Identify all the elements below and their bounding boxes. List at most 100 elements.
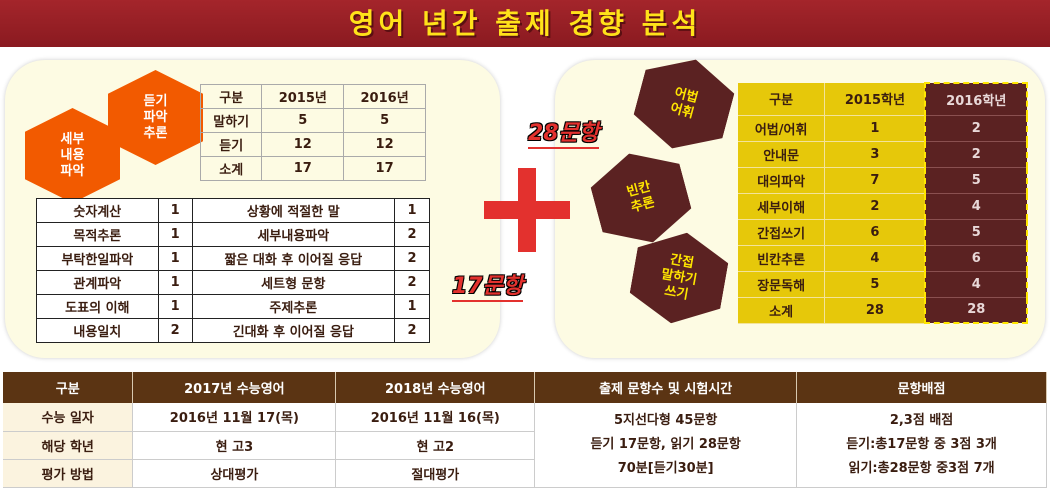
table-cell: 현 고2	[335, 431, 536, 460]
table-cell: 주제추론	[191, 294, 396, 319]
table-cell: 수능 일자	[3, 403, 134, 432]
table-cell: 2	[394, 246, 430, 271]
table-row: 도표의 이해 1 주제추론 1	[36, 294, 430, 319]
table-cell: 목적추론	[36, 222, 159, 247]
table-row: 목적추론 1 세부내용파악 2	[36, 222, 430, 247]
table-row: 듣기 12 12	[199, 132, 426, 157]
scoring-line: 2,3점 배점	[889, 412, 954, 428]
table-cell: 1	[157, 246, 193, 271]
table-cell: 내용일치	[36, 318, 159, 343]
table-cell: 부탁한일파악	[36, 246, 159, 271]
header-row: 구분 2015학년 2016학년	[738, 82, 1028, 116]
header-cell: 2015학년	[824, 83, 926, 116]
table-cell: 2	[394, 318, 430, 343]
table-cell: 2	[394, 222, 430, 247]
table-cell: 대의파악	[738, 167, 826, 194]
table-cell: 장문독해	[738, 271, 826, 298]
questions-line: 70분[듣기30분]	[617, 460, 714, 476]
table-cell: 말하기	[199, 108, 263, 133]
table-row: 빈칸추론 4 6	[738, 245, 1028, 272]
table-cell: 2016년 11월 16(목)	[335, 403, 536, 432]
table-cell: 6	[824, 219, 926, 246]
table-row: 어법/어휘 1 2	[738, 115, 1028, 142]
title-banner: 영어 년간 출제 경향 분석	[0, 0, 1050, 47]
table-row: 내용일치 2 긴대화 후 이어질 응답 2	[36, 318, 430, 343]
table-cell: 도표의 이해	[36, 294, 159, 319]
table-cell: 7	[824, 167, 926, 194]
table-cell: 5	[924, 219, 1028, 246]
listening-detail-table: 숫자계산 1 상황에 적절한 말 1 목적추론 1 세부내용파악 2 부탁한일파악 1 짧은 대화 …	[36, 198, 430, 343]
table-row: 세부이해 2 4	[738, 193, 1028, 220]
header-cell: 문항배점	[796, 372, 1047, 403]
table-cell: 4	[824, 245, 926, 272]
table-row: 말하기 5 5	[199, 108, 426, 133]
table-cell: 세부내용파악	[191, 222, 396, 247]
scoring-cell: 2,3점 배점 듣기:총17문항 중 3점 3개 읽기:총28문항 중3점 7개	[796, 403, 1047, 488]
reading-table: 구분 2015학년 2016학년 어법/어휘 1 2 안내문 3 2 대의파악 7 5 세부이해 2 4 간접…	[738, 82, 1028, 324]
table-cell: 세트형 문항	[191, 270, 396, 295]
table-cell: 2	[924, 141, 1028, 168]
table-row: 해당 학년 현 고3 현 고2	[3, 431, 1047, 460]
table-cell: 5	[824, 271, 926, 298]
table-row: 소계 17 17	[199, 156, 426, 181]
table-cell: 숫자계산	[36, 198, 159, 223]
exam-info-table: 구분 2017년 수능영어 2018년 수능영어 출제 문항수 및 시험시간 문항배점 수…	[3, 372, 1047, 488]
table-row: 안내문 3 2	[738, 141, 1028, 168]
header-cell: 2016학년	[924, 82, 1028, 116]
questions-line: 듣기 17문항, 읽기 28문항	[590, 436, 741, 452]
listening-count: 17문항	[452, 268, 524, 302]
header-cell: 출제 문항수 및 시험시간	[534, 372, 798, 403]
header-cell: 구분	[199, 84, 263, 109]
table-cell: 안내문	[738, 141, 826, 168]
header-row: 구분 2015년 2016년	[199, 84, 426, 109]
table-row: 평가 방법 상대평가 절대평가	[3, 459, 1047, 488]
table-cell: 28	[924, 297, 1028, 324]
table-cell: 절대평가	[335, 459, 536, 488]
table-cell: 2	[924, 115, 1028, 142]
scoring-line: 듣기:총17문항 중 3점 3개	[846, 436, 997, 452]
table-cell: 28	[824, 297, 926, 324]
table-cell: 소계	[199, 156, 263, 181]
table-cell: 세부이해	[738, 193, 826, 220]
table-cell: 6	[924, 245, 1028, 272]
header-row: 구분 2017년 수능영어 2018년 수능영어 출제 문항수 및 시험시간 문항배점	[3, 372, 1047, 403]
table-cell: 17	[261, 156, 345, 181]
table-row: 대의파악 7 5	[738, 167, 1028, 194]
header-cell: 2018년 수능영어	[335, 372, 536, 403]
table-cell: 5	[924, 167, 1028, 194]
header-cell: 2015년	[261, 84, 345, 109]
table-row: 관계파악 1 세트형 문항 2	[36, 270, 430, 295]
plus-icon-vertical	[518, 168, 536, 252]
questions-line: 5지선다형 45문항	[613, 412, 718, 428]
page-title: 영어 년간 출제 경향 분석	[348, 7, 702, 40]
table-cell: 2	[157, 318, 193, 343]
table-cell: 2	[824, 193, 926, 220]
table-row: 부탁한일파악 1 짧은 대화 후 이어질 응답 2	[36, 246, 430, 271]
table-cell: 17	[343, 156, 426, 181]
table-cell: 1	[157, 270, 193, 295]
table-cell: 5	[343, 108, 426, 133]
table-cell: 듣기	[199, 132, 263, 157]
table-cell: 현 고3	[132, 431, 337, 460]
table-cell: 어법/어휘	[738, 115, 826, 142]
listening-summary-table: 구분 2015년 2016년 말하기 5 5 듣기 12 12 소계 17 17	[199, 84, 426, 181]
table-row: 수능 일자 2016년 11월 17(목) 2016년 11월 16(목) 5지선다형…	[3, 403, 1047, 488]
header-cell: 2017년 수능영어	[132, 372, 337, 403]
table-cell: 해당 학년	[3, 431, 134, 460]
table-cell: 4	[924, 193, 1028, 220]
table-cell: 1	[394, 198, 430, 223]
table-cell: 5	[261, 108, 345, 133]
table-cell: 빈칸추론	[738, 245, 826, 272]
table-cell: 12	[261, 132, 345, 157]
table-cell: 1	[157, 222, 193, 247]
header-cell: 구분	[3, 372, 134, 403]
table-cell: 짧은 대화 후 이어질 응답	[191, 246, 396, 271]
table-cell: 2016년 11월 17(목)	[132, 403, 337, 432]
table-row: 장문독해 5 4	[738, 271, 1028, 298]
table-cell: 3	[824, 141, 926, 168]
table-cell: 평가 방법	[3, 459, 134, 488]
table-cell: 1	[157, 198, 193, 223]
table-cell: 상대평가	[132, 459, 337, 488]
